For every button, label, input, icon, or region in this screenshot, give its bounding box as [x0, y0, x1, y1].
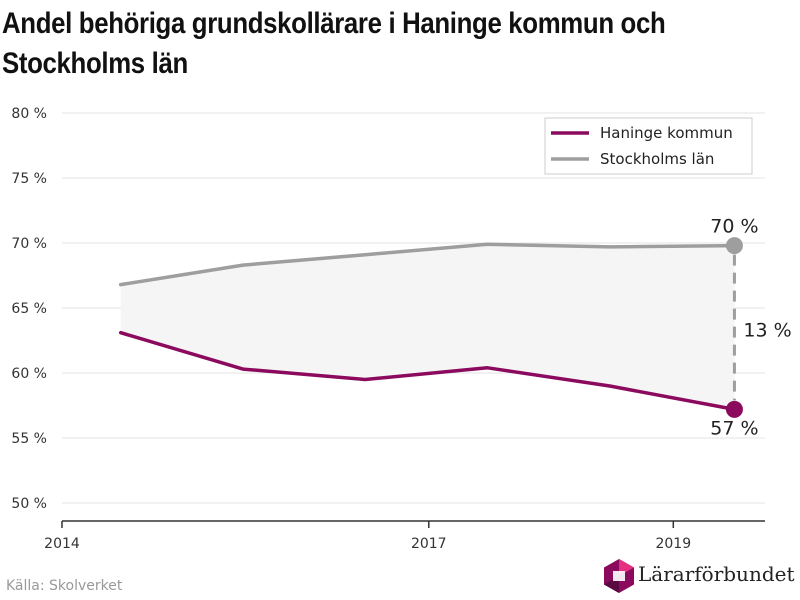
y-axis: 50 % 55 % 60 % 65 % 70 % 75 % 80 % — [11, 106, 47, 512]
hexagon-logo-icon — [604, 559, 634, 593]
series-line-haninge — [118, 330, 737, 412]
legend-label-haninge: Haninge kommun — [600, 124, 733, 142]
end-label-stockholm: 70 % — [710, 216, 758, 238]
legend-label-stockholm: Stockholms län — [600, 150, 714, 168]
legend-box — [544, 117, 753, 175]
x-tick-label: 2014 — [44, 536, 80, 552]
y-tick-label: 60 % — [11, 366, 47, 382]
chart-title: Andel behöriga grundskollärare i Haninge… — [2, 7, 666, 80]
series-line-stockholm — [118, 242, 737, 287]
y-tick-label: 55 % — [11, 431, 47, 447]
brand-name: Lärarförbundet — [638, 562, 795, 586]
difference-label: 13 % — [743, 320, 791, 342]
x-tick-label: 2017 — [411, 536, 447, 552]
series-lines — [118, 242, 737, 412]
source-note: Källa: Skolverket — [6, 578, 123, 594]
y-tick-label: 50 % — [11, 496, 47, 512]
y-tick-label: 70 % — [11, 236, 47, 252]
end-label-haninge: 57 % — [710, 417, 758, 439]
brand-logo: Lärarförbundet — [602, 558, 798, 594]
end-annotations: 70 % 57 % 13 % — [710, 216, 791, 440]
difference-band — [120, 244, 735, 410]
x-tick-label: 2019 — [655, 536, 691, 552]
end-marker-haninge — [725, 400, 743, 418]
y-tick-label: 80 % — [11, 106, 47, 122]
end-marker-stockholm — [725, 237, 743, 255]
legend: Haninge kommun Stockholms län — [544, 117, 753, 175]
x-axis: 2014 2017 2019 — [44, 520, 765, 552]
y-tick-label: 65 % — [11, 301, 47, 317]
y-tick-label: 75 % — [11, 171, 47, 187]
